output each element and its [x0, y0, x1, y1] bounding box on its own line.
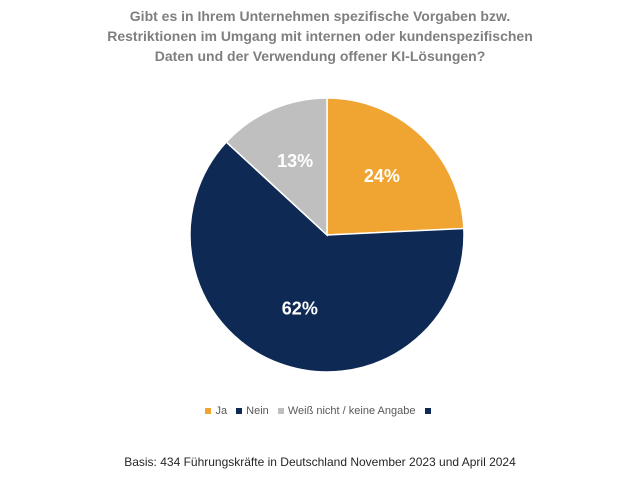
- chart-title-line: Gibt es in Ihrem Unternehmen spezifische…: [129, 8, 511, 24]
- data-label-weiss-nicht: 13%: [277, 151, 313, 171]
- legend-item-weiss-nicht: Weiß nicht / keine Angabe: [277, 405, 416, 418]
- pie-slice-weiss-nicht: [225, 97, 328, 237]
- legend-swatch-nein: [236, 408, 243, 415]
- legend-item-unlabeled: [424, 405, 435, 417]
- chart-footnote: Basis: 434 Führungskräfte in Deutschland…: [124, 455, 516, 469]
- legend-label-nein: Nein: [246, 405, 269, 418]
- legend-item-nein: Nein: [236, 405, 269, 417]
- chart-title-line: Restriktionen im Umgang mit internen ode…: [107, 28, 533, 44]
- legend-swatch-weiss-nicht: [277, 408, 284, 415]
- legend-label-ja: Ja: [215, 405, 228, 418]
- legend-swatch-ja: [205, 408, 212, 415]
- data-label-nein: 62%: [282, 298, 318, 318]
- pie-slice-ja: [326, 97, 465, 236]
- legend-item-ja: Ja: [205, 405, 227, 417]
- data-label-ja: 24%: [364, 166, 400, 186]
- legend-swatch-unlabeled: [424, 408, 431, 415]
- chart-title: Gibt es in Ihrem Unternehmen spezifische…: [60, 6, 580, 66]
- chart-legend: Ja Nein Weiß nicht / keine Angabe: [0, 405, 640, 417]
- pie-slice-nein: [189, 140, 465, 373]
- legend-label-weiss-nicht: Weiß nicht / keine Angabe: [287, 405, 416, 418]
- pie-chart: 24% 62% 13%: [189, 97, 465, 373]
- chart-title-line: Daten und der Verwendung offener KI-Lösu…: [154, 48, 486, 64]
